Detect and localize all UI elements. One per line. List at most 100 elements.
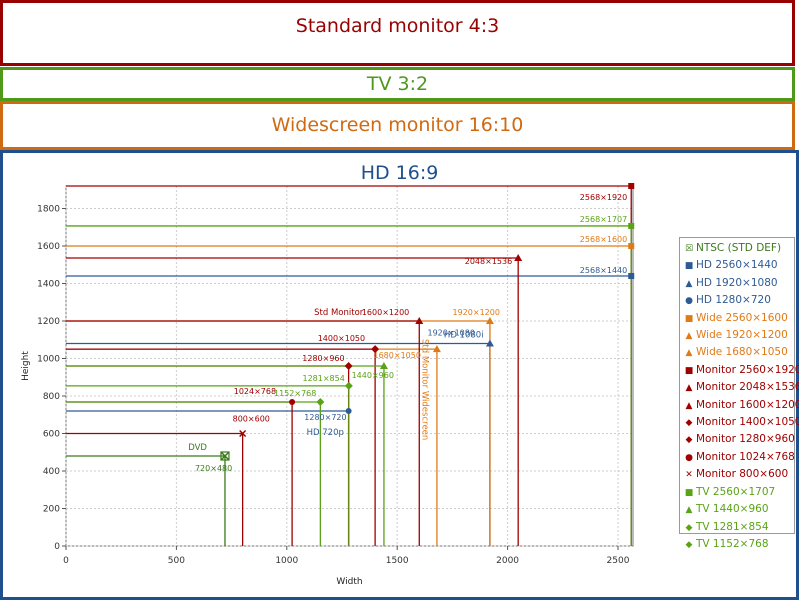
legend-label: TV 1281×854 [696, 520, 769, 533]
data-point [628, 222, 635, 229]
legend-item: ◆ Monitor 1400×1050 [684, 414, 799, 431]
legend-item: ▲ TV 1440×960 [684, 501, 794, 518]
band-standard-title: Standard monitor 4:3 [295, 15, 500, 37]
x-axis-label: Width [336, 577, 362, 587]
y-tick-label: 800 [43, 392, 60, 402]
x-tick-label: 500 [168, 556, 185, 566]
chart-legend: ☒ NTSC (STD DEF) ■ HD 2560×1440 ▲ HD 1920×108… [679, 237, 799, 550]
y-tick-label: 400 [43, 467, 60, 477]
legend-label: TV 1440×960 [696, 503, 769, 516]
legend-marker-icon: ▲ [685, 331, 693, 342]
band-hd-title: HD 16:9 [360, 162, 439, 184]
data-label: 2568×1440 [580, 266, 627, 275]
legend-marker-icon: ● [685, 296, 693, 307]
legend-item: ● Monitor 1024×768 [684, 449, 795, 466]
data-point [371, 345, 380, 354]
data-point [379, 362, 388, 369]
band-tv-title: TV 3:2 [366, 73, 429, 95]
annotation-label: Std Monitor [314, 308, 364, 318]
data-point [344, 381, 353, 390]
legend-marker-icon: ▲ [685, 348, 693, 359]
legend-label: Monitor 800×600 [696, 468, 789, 481]
legend-label: Monitor 2560×1920 [696, 363, 799, 376]
legend-item: ◆ Monitor 1280×960 [684, 431, 795, 448]
legend-item: ● HD 1280×720 [684, 292, 794, 309]
y-tick-label: 1000 [37, 355, 60, 365]
data-label: 1024×768 [234, 387, 276, 396]
legend-marker-icon: ✕ [685, 470, 693, 481]
y-tick-label: 0 [54, 542, 60, 552]
data-point [220, 451, 230, 461]
x-tick-label: 2500 [607, 556, 630, 566]
band-tv: TV 3:2 [0, 67, 795, 101]
data-label: 1281×854 [302, 374, 344, 383]
data-label: 1280×720 [304, 413, 346, 422]
data-point [628, 183, 635, 189]
legend-label: Wide 1920×1200 [696, 329, 788, 342]
legend-label: HD 1280×720 [696, 294, 771, 307]
legend-marker-icon: ◆ [685, 418, 693, 429]
legend-marker-icon: ▲ [685, 383, 693, 394]
legend-label: Monitor 1024×768 [696, 450, 795, 463]
data-point [432, 345, 441, 353]
legend-marker-icon: ☒ [684, 244, 694, 254]
data-point [514, 254, 523, 261]
data-label: 1600×1200 [362, 308, 409, 317]
legend-label: NTSC (STD DEF) [696, 242, 782, 254]
x-tick-label: 1500 [386, 556, 409, 566]
data-label: 2568×1707 [580, 215, 627, 224]
data-point [485, 339, 494, 347]
legend-item: ▲ Wide 1680×1050 [684, 344, 794, 361]
data-label: 2568×1600 [580, 235, 627, 244]
legend-marker-icon: ▲ [685, 505, 693, 516]
y-tick-label: 1600 [37, 242, 60, 252]
data-label: 2568×1920 [580, 193, 627, 202]
legend-marker-icon: ▲ [685, 400, 693, 411]
y-tick-label: 1400 [37, 280, 60, 290]
data-point [239, 429, 247, 438]
legend-marker-icon: ■ [684, 365, 694, 376]
data-label: 1920×1200 [453, 308, 500, 317]
data-point [345, 408, 352, 414]
annotation-label: HD 1080i [444, 331, 484, 341]
legend-label: HD 1920×1080 [696, 276, 778, 289]
band-widescreen-monitor: Widescreen monitor 16:10 [0, 101, 795, 150]
legend-marker-icon: ◆ [685, 522, 693, 533]
y-tick-label: 600 [43, 430, 60, 440]
data-point [485, 317, 494, 324]
data-label: 1440×960 [352, 371, 394, 380]
legend-item: ■ Monitor 2560×1920 [684, 362, 799, 379]
data-label: 1152×768 [274, 389, 316, 398]
annotation-label: HD 720p [307, 428, 344, 438]
annotation-label: Std Monitor Widescreen [419, 339, 429, 440]
legend-label: TV 1152×768 [696, 537, 769, 550]
legend-item: ▲ Wide 1920×1200 [684, 327, 794, 344]
data-label: 1400×1050 [318, 334, 365, 343]
legend-item: ■ HD 2560×1440 [684, 257, 794, 274]
y-tick-label: 200 [43, 505, 60, 515]
data-label: 800×600 [233, 415, 270, 424]
legend-label: Monitor 1600×1200 [696, 398, 799, 411]
legend-item: ✕ Monitor 800×600 [684, 466, 794, 483]
legend-label: Wide 2560×1600 [696, 311, 788, 324]
data-label: 2048×1536 [465, 257, 512, 266]
band-hd: HD 16:9 [0, 150, 799, 600]
legend-label: Wide 1680×1050 [696, 346, 788, 359]
legend-marker-icon: ■ [684, 313, 694, 324]
annotation-label: DVD [188, 443, 207, 453]
legend-item: ▲ HD 1920×1080 [684, 275, 794, 292]
legend-label: HD 2560×1440 [696, 259, 778, 272]
data-point [628, 273, 635, 279]
legend-item: ▲ Monitor 2048×1536 [684, 379, 799, 396]
data-label: 720×480 [195, 464, 232, 473]
legend-item: ◆ TV 1281×854 [684, 519, 794, 536]
legend-marker-icon: ▲ [685, 278, 693, 289]
data-point [415, 317, 424, 324]
legend-item: ▲ Monitor 1600×1200 [684, 397, 799, 414]
x-tick-label: 2000 [496, 556, 519, 566]
x-tick-label: 1000 [275, 556, 298, 566]
legend-item: ■ TV 2560×1707 [684, 484, 794, 501]
x-tick-label: 0 [63, 556, 69, 566]
y-axis-label: Height [21, 351, 31, 381]
